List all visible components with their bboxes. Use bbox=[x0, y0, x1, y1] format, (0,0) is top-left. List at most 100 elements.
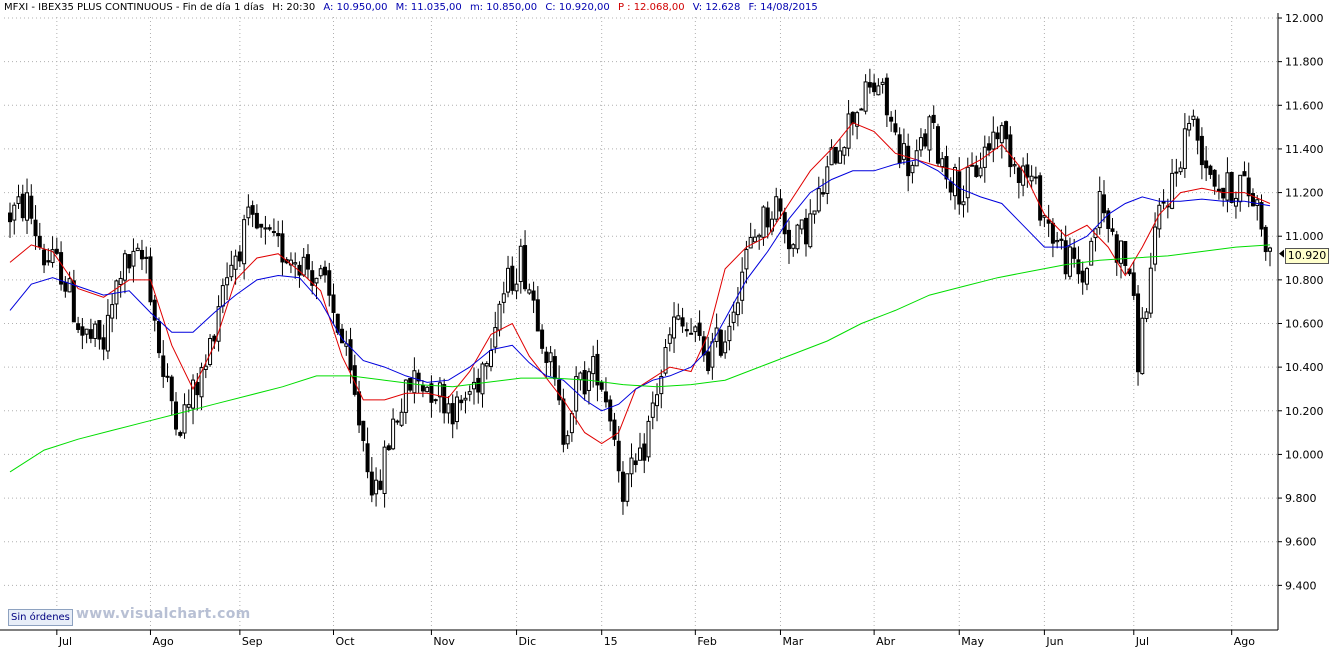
candle-body bbox=[420, 384, 425, 392]
x-tick-label: 15 bbox=[604, 635, 618, 648]
candle-body bbox=[37, 235, 42, 248]
candle-body bbox=[599, 382, 604, 390]
candle-body bbox=[46, 260, 51, 263]
candle-body bbox=[735, 302, 740, 316]
candle-body bbox=[1238, 174, 1243, 203]
candle-body bbox=[144, 256, 149, 259]
candle-body bbox=[454, 396, 459, 423]
candle-body bbox=[408, 378, 413, 391]
y-tick-label: 9.400 bbox=[1285, 579, 1317, 592]
candle-body bbox=[1140, 317, 1145, 375]
candle-body bbox=[514, 283, 519, 292]
candle-body bbox=[220, 285, 225, 307]
candle-body bbox=[552, 356, 557, 380]
candle-body bbox=[808, 213, 813, 248]
orders-status-button[interactable]: Sin órdenes bbox=[8, 609, 73, 626]
candle-body bbox=[757, 234, 762, 238]
candle-body bbox=[1268, 247, 1272, 252]
y-tick-label: 11.200 bbox=[1285, 187, 1324, 200]
moving-average-line bbox=[9, 159, 1271, 412]
candle-body bbox=[565, 435, 570, 445]
candles bbox=[8, 68, 1272, 515]
candle-body bbox=[148, 256, 153, 303]
candle-body bbox=[314, 277, 319, 284]
y-tick-label: 11.400 bbox=[1285, 143, 1324, 156]
candle-body bbox=[697, 322, 702, 336]
candle-body bbox=[59, 252, 64, 285]
candle-body bbox=[561, 398, 566, 445]
candle-body bbox=[382, 446, 387, 494]
candle-body bbox=[191, 379, 196, 409]
candle-body bbox=[901, 143, 906, 160]
candle-body bbox=[1144, 311, 1149, 319]
candle-body bbox=[1029, 175, 1034, 182]
candle-body bbox=[450, 403, 455, 425]
candle-body bbox=[489, 350, 494, 367]
candle-body bbox=[740, 271, 745, 301]
candle-body bbox=[804, 217, 809, 245]
y-tick-label: 10.200 bbox=[1285, 405, 1324, 418]
y-tick-label: 11.800 bbox=[1285, 56, 1324, 69]
candle-body bbox=[523, 245, 528, 290]
candle-body bbox=[897, 134, 902, 164]
candle-body bbox=[603, 391, 608, 403]
high-value: M: 11.035,00 bbox=[395, 2, 462, 13]
candle-body bbox=[1012, 164, 1017, 167]
candle-body bbox=[1097, 191, 1102, 229]
candle-body bbox=[842, 147, 847, 156]
candle-body bbox=[127, 254, 132, 269]
candle-body bbox=[816, 188, 821, 212]
candle-body bbox=[970, 164, 975, 167]
watermark: www.visualchart.com bbox=[76, 606, 251, 622]
x-tick-label: Ago bbox=[152, 635, 174, 648]
grid bbox=[4, 17, 1278, 630]
candle-body bbox=[1178, 167, 1183, 173]
candle-body bbox=[765, 207, 770, 228]
candle-body bbox=[1050, 222, 1055, 244]
candle-body bbox=[216, 306, 221, 342]
candle-body bbox=[263, 227, 268, 230]
candle-body bbox=[918, 137, 923, 151]
candle-body bbox=[731, 311, 736, 323]
candle-body bbox=[1182, 128, 1187, 169]
candle-body bbox=[706, 351, 711, 372]
candle-body bbox=[1250, 193, 1255, 207]
candle-body bbox=[867, 82, 872, 88]
candle-body bbox=[1084, 268, 1089, 285]
candle-body bbox=[1174, 171, 1179, 174]
symbol-title: MFXI - IBEX35 PLUS CONTINUOUS - Fin de d… bbox=[4, 2, 265, 13]
candle-body bbox=[693, 326, 698, 333]
candle-body bbox=[987, 143, 992, 151]
candle-body bbox=[276, 233, 281, 237]
candle-body bbox=[595, 353, 600, 386]
candle-body bbox=[995, 132, 1000, 140]
candle-body bbox=[663, 347, 668, 374]
candle-body bbox=[156, 320, 161, 354]
candle-body bbox=[497, 303, 502, 331]
candle-body bbox=[821, 192, 826, 195]
candle-body bbox=[122, 253, 127, 281]
candle-body bbox=[620, 471, 625, 502]
candle-body bbox=[646, 420, 651, 458]
candle-body bbox=[280, 233, 285, 263]
volume-value: V: 12.628 bbox=[692, 2, 741, 13]
last-price-label: 10.920 bbox=[1285, 248, 1329, 264]
candle-body bbox=[33, 219, 38, 237]
candle-body bbox=[557, 379, 562, 401]
candle-body bbox=[889, 116, 894, 122]
candle-body bbox=[1106, 210, 1111, 229]
candle-body bbox=[1233, 197, 1238, 207]
candle-body bbox=[689, 332, 694, 335]
candle-body bbox=[1110, 228, 1115, 232]
candle-body bbox=[242, 219, 247, 265]
candle-body bbox=[769, 218, 774, 232]
candle-body bbox=[318, 268, 323, 277]
candle-body bbox=[118, 277, 123, 285]
candle-body bbox=[1046, 219, 1051, 224]
candle-body bbox=[250, 205, 255, 215]
candle-body bbox=[591, 356, 596, 375]
candle-body bbox=[616, 440, 621, 472]
candle-body bbox=[20, 193, 25, 219]
candle-body bbox=[799, 219, 804, 230]
